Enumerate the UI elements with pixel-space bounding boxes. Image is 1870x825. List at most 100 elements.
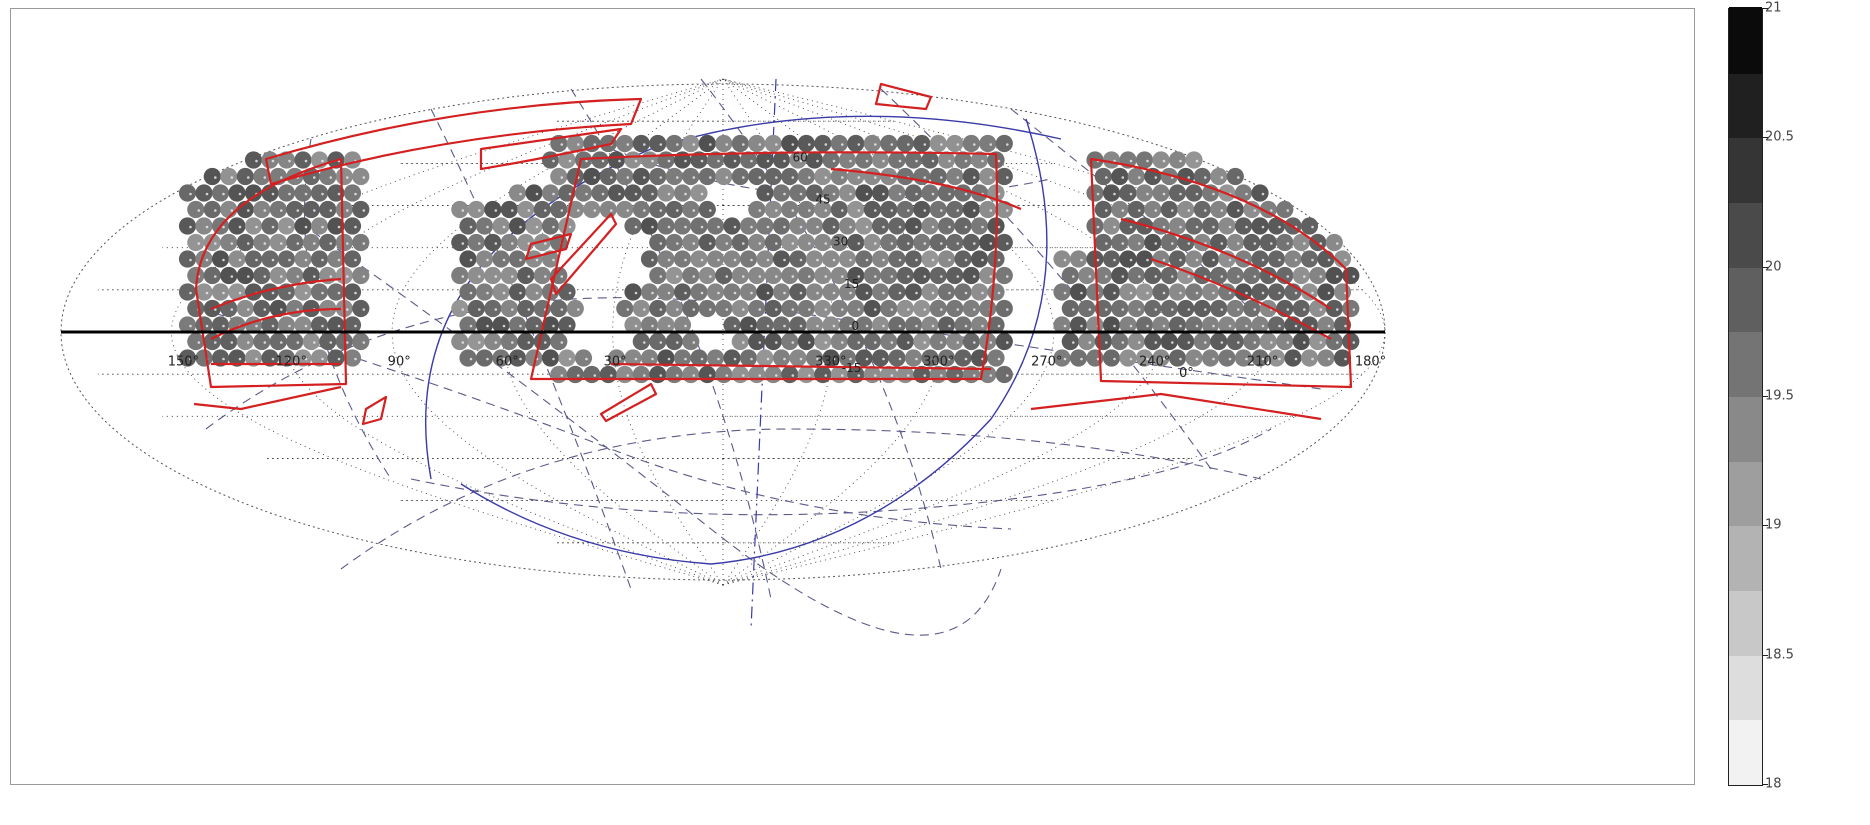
survey-field bbox=[1160, 332, 1178, 351]
survey-field bbox=[904, 316, 923, 334]
survey-field bbox=[1177, 233, 1195, 252]
field-center-dot bbox=[585, 357, 588, 361]
colorbar-tick-label: 20.5 bbox=[1765, 129, 1794, 145]
field-center-dot bbox=[808, 209, 811, 212]
field-center-dot bbox=[1319, 242, 1323, 245]
survey-field bbox=[682, 134, 700, 153]
survey-field bbox=[979, 233, 997, 252]
survey-field bbox=[665, 167, 683, 186]
survey-field bbox=[649, 332, 667, 351]
field-center-dot bbox=[1286, 275, 1290, 278]
survey-field bbox=[1193, 200, 1211, 219]
field-center-dot bbox=[931, 258, 935, 262]
survey-field bbox=[1234, 184, 1253, 202]
survey-field bbox=[228, 349, 246, 367]
field-center-dot bbox=[1195, 192, 1199, 196]
field-center-dot bbox=[742, 374, 745, 377]
field-center-dot bbox=[247, 209, 250, 212]
field-center-dot bbox=[222, 225, 225, 229]
field-center-dot bbox=[849, 192, 852, 196]
field-center-dot bbox=[263, 341, 267, 344]
field-center-dot bbox=[610, 176, 613, 179]
field-center-dot bbox=[552, 225, 555, 229]
field-center-dot bbox=[1006, 209, 1009, 212]
field-center-dot bbox=[1179, 324, 1182, 328]
survey-field bbox=[1102, 349, 1121, 367]
field-center-dot bbox=[1220, 242, 1224, 245]
field-center-dot bbox=[915, 291, 918, 295]
field-center-dot bbox=[1261, 324, 1265, 328]
field-center-dot bbox=[362, 308, 366, 311]
field-center-dot bbox=[469, 291, 473, 295]
field-center-dot bbox=[601, 159, 605, 163]
survey-field bbox=[970, 316, 989, 334]
field-center-dot bbox=[205, 258, 209, 262]
field-center-dot bbox=[1006, 308, 1009, 311]
survey-field bbox=[805, 184, 824, 202]
survey-field bbox=[1259, 233, 1277, 252]
survey-field bbox=[1251, 283, 1269, 301]
survey-field bbox=[1185, 151, 1203, 169]
field-center-dot bbox=[1096, 225, 1100, 229]
field-center-dot bbox=[634, 291, 638, 295]
survey-field bbox=[855, 217, 873, 235]
field-center-dot bbox=[750, 258, 753, 262]
survey-field bbox=[888, 151, 906, 169]
field-center-dot bbox=[337, 225, 341, 229]
survey-field bbox=[690, 349, 708, 367]
survey-field bbox=[682, 200, 700, 219]
colorbar-tick-label: 19.5 bbox=[1765, 388, 1794, 404]
survey-field bbox=[277, 151, 296, 169]
field-center-dot bbox=[865, 192, 869, 196]
field-center-dot bbox=[593, 176, 597, 179]
field-center-dot bbox=[651, 258, 654, 262]
field-center-dot bbox=[676, 275, 679, 278]
survey-field bbox=[261, 316, 279, 334]
survey-field bbox=[954, 151, 972, 169]
field-center-dot bbox=[742, 143, 745, 146]
survey-field bbox=[1168, 151, 1187, 169]
field-center-dot bbox=[1303, 242, 1306, 245]
field-center-dot bbox=[1088, 308, 1092, 311]
field-center-dot bbox=[824, 374, 828, 377]
field-center-dot bbox=[849, 258, 852, 262]
survey-field bbox=[830, 266, 848, 285]
field-center-dot bbox=[874, 341, 877, 344]
survey-field bbox=[451, 299, 469, 318]
field-center-dot bbox=[890, 308, 894, 311]
field-center-dot bbox=[478, 209, 481, 212]
survey-field bbox=[640, 151, 659, 169]
survey-field bbox=[904, 151, 923, 169]
field-center-dot bbox=[890, 374, 894, 377]
survey-field bbox=[904, 184, 923, 202]
survey-field bbox=[921, 349, 939, 367]
field-center-dot bbox=[1327, 357, 1331, 361]
survey-field bbox=[508, 316, 527, 334]
survey-field bbox=[203, 200, 221, 219]
survey-field bbox=[1317, 283, 1335, 301]
field-center-dot bbox=[758, 374, 762, 377]
survey-field bbox=[913, 134, 931, 153]
survey-field bbox=[1135, 250, 1154, 268]
field-center-dot bbox=[255, 324, 258, 328]
field-center-dot bbox=[775, 308, 778, 311]
field-center-dot bbox=[791, 275, 795, 278]
survey-field bbox=[706, 283, 725, 301]
field-center-dot bbox=[766, 324, 770, 328]
field-center-dot bbox=[230, 209, 234, 212]
survey-field bbox=[220, 200, 238, 219]
survey-field bbox=[921, 151, 939, 169]
field-center-dot bbox=[1336, 308, 1339, 311]
survey-field bbox=[533, 233, 551, 252]
field-center-dot bbox=[1327, 291, 1331, 295]
colorbar-tick-mark bbox=[1762, 137, 1768, 139]
survey-field bbox=[195, 217, 213, 235]
survey-field bbox=[748, 365, 766, 384]
field-center-dot bbox=[857, 374, 861, 377]
field-center-dot bbox=[857, 176, 861, 179]
field-center-dot bbox=[890, 209, 894, 212]
survey-field bbox=[1069, 250, 1088, 268]
survey-field bbox=[995, 233, 1013, 252]
field-center-dot bbox=[1311, 324, 1314, 328]
field-center-dot bbox=[1352, 275, 1356, 278]
